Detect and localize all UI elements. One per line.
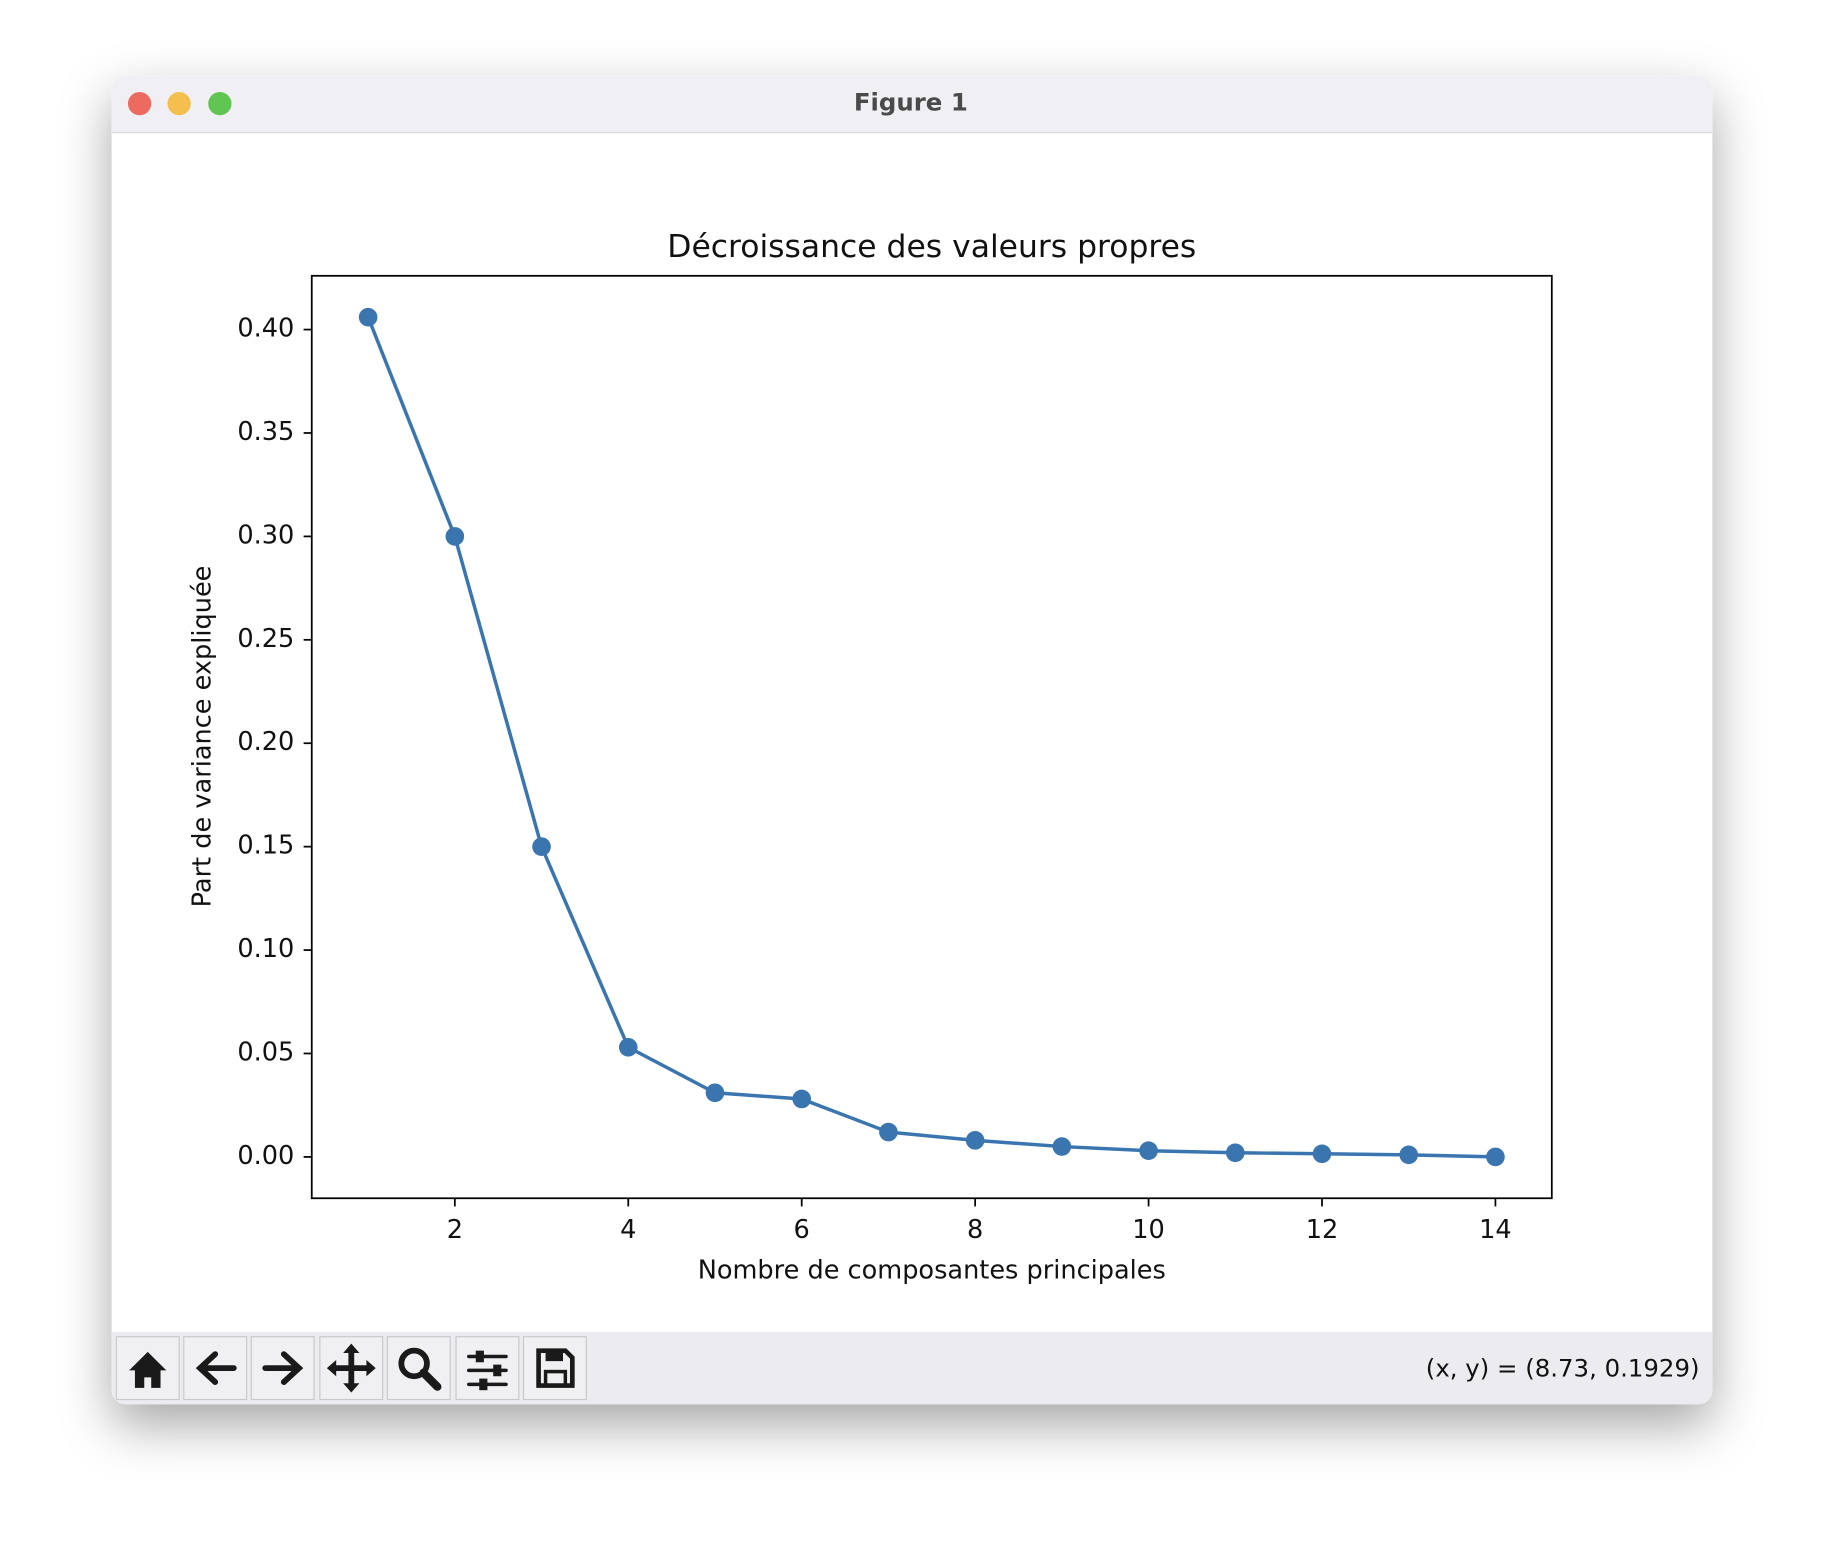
x-tick-label: 8 — [967, 1215, 983, 1245]
y-tick-label: 0.10 — [237, 934, 294, 964]
x-axis-label: Nombre de composantes principales — [698, 1256, 1166, 1286]
data-point — [1225, 1143, 1245, 1163]
data-point — [1486, 1147, 1505, 1167]
back-button[interactable] — [183, 1336, 248, 1401]
axes-frame — [310, 274, 1553, 1200]
window — [111, 75, 1713, 1405]
y-tick-label: 0.20 — [237, 727, 294, 757]
forward-button[interactable] — [250, 1336, 315, 1401]
data-point — [705, 1083, 725, 1103]
zoom-tool-button[interactable] — [386, 1336, 451, 1401]
data-point — [1052, 1137, 1072, 1156]
x-tick-label: 12 — [1306, 1215, 1339, 1245]
y-tick-label: 0.00 — [237, 1141, 294, 1171]
data-point — [965, 1131, 985, 1150]
data-point — [445, 527, 465, 546]
data-point — [792, 1089, 812, 1109]
y-tick-label: 0.15 — [237, 831, 294, 861]
data-point — [1399, 1145, 1419, 1165]
x-tick-label: 6 — [794, 1215, 810, 1245]
close-button[interactable] — [127, 92, 152, 116]
title-bar — [111, 75, 1713, 133]
plot: Décroissance des valeurs propres Nombre … — [188, 229, 1553, 1286]
y-axis-label: Part de variance expliquée — [188, 566, 218, 908]
zoom-button[interactable] — [208, 92, 232, 116]
pan-button[interactable] — [319, 1336, 384, 1401]
y-tick-label: 0.05 — [237, 1037, 294, 1067]
data-point — [618, 1037, 638, 1057]
data-line — [366, 316, 1496, 1159]
home-button[interactable] — [115, 1336, 180, 1401]
data-point — [532, 837, 551, 856]
x-tick-label: 14 — [1479, 1215, 1512, 1245]
toolbar-buttons — [115, 1336, 587, 1401]
chart-title: Décroissance des valeurs propres — [667, 229, 1196, 265]
save-button[interactable] — [522, 1336, 587, 1401]
status-text: (x, y) = (8.73, 0.1929) — [1426, 1353, 1700, 1382]
data-point — [358, 307, 378, 327]
configure-button[interactable] — [455, 1336, 520, 1401]
data-point — [1312, 1144, 1332, 1164]
data-point — [1139, 1141, 1158, 1161]
minimize-button[interactable] — [167, 92, 191, 116]
data-point — [879, 1122, 898, 1142]
x-tick-label: 10 — [1132, 1215, 1165, 1245]
y-tick-label: 0.40 — [237, 314, 294, 344]
x-tick-label: 2 — [447, 1215, 463, 1245]
y-tick-label: 0.35 — [237, 417, 294, 447]
y-tick-label: 0.30 — [237, 520, 294, 550]
y-tick-label: 0.25 — [237, 624, 294, 654]
x-tick-label: 4 — [620, 1215, 636, 1245]
window-title: Figure 1 — [854, 88, 968, 117]
